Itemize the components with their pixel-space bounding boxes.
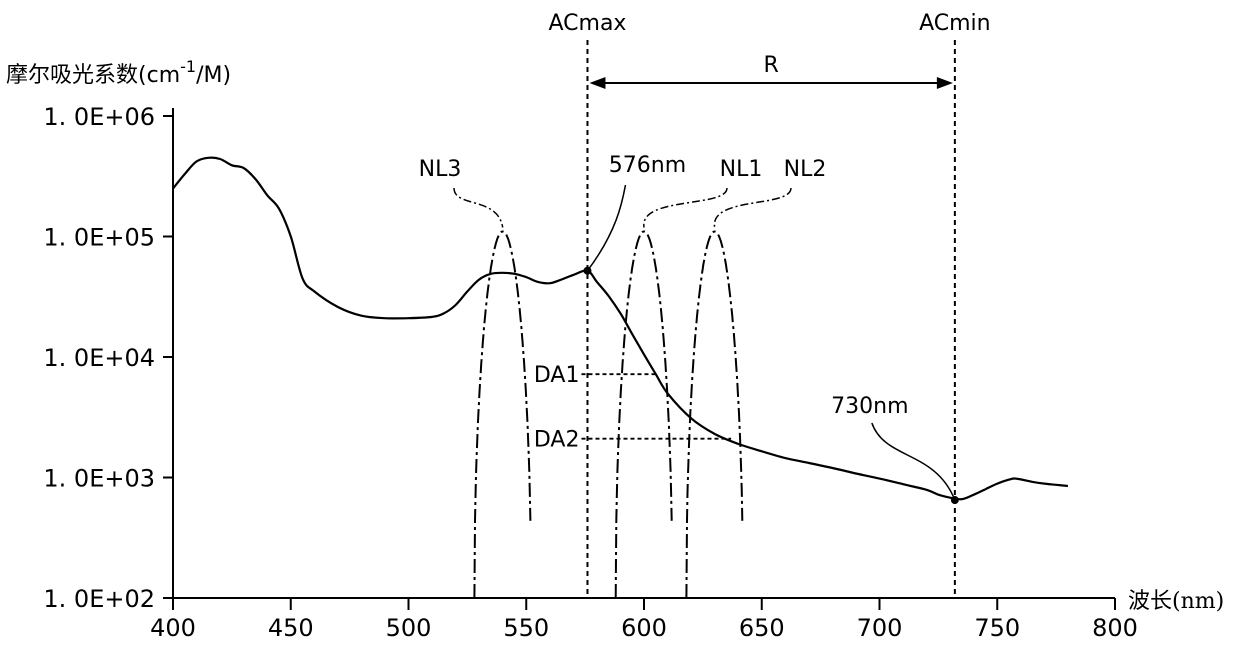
filter-bands (473, 230, 744, 599)
y-axis-title-prefix: 摩尔吸光系数 (6, 63, 138, 88)
band-label-nl2: NL2 (784, 157, 827, 182)
y-tick-label: 1. 0E+03 (43, 465, 155, 493)
label-576nm: 576nm (609, 153, 686, 178)
marker-label-acmax: ACmax (548, 11, 626, 36)
band-leader-nl3 (453, 187, 504, 228)
band-leader-nl1 (643, 187, 728, 228)
x-tick-label: 600 (621, 614, 667, 642)
y-tick-label: 1. 0E+04 (43, 344, 155, 372)
y-axis-title-exponent: -1 (180, 57, 196, 76)
level-guides: DA1 DA2 (534, 363, 732, 453)
band-label-nl3: NL3 (419, 157, 462, 182)
level-label-da2: DA2 (534, 428, 580, 453)
x-tick-label: 450 (268, 614, 314, 642)
y-tick-label: 1. 0E+06 (43, 103, 155, 131)
x-tick-label: 650 (739, 614, 785, 642)
axes: 400 450 500 550 600 650 700 750 800 1. 0E+02 1. 0E… (43, 103, 1138, 642)
y-axis-title-unit: (cm (138, 63, 180, 88)
x-axis-title: 波长(nm) (1128, 589, 1224, 614)
y-tick-label: 1. 0E+02 (43, 585, 155, 613)
band-nl1 (614, 230, 673, 599)
marker-lines: ACmax ACmin R (548, 11, 991, 598)
y-axis-title-tail: /M) (196, 63, 231, 88)
annotations: 576nm 730nm NL3 NL1 NL2 (419, 153, 959, 505)
band-nl2 (685, 230, 744, 599)
band-leader-nl2 (713, 187, 792, 228)
label-730nm: 730nm (831, 394, 908, 419)
band-label-nl1: NL1 (720, 157, 763, 182)
leader-576nm (586, 184, 627, 272)
range-arrow-head-left (589, 77, 606, 89)
x-tick-label: 800 (1092, 614, 1138, 642)
level-label-da1: DA1 (534, 363, 580, 388)
leader-730nm (871, 422, 956, 501)
band-nl3 (473, 230, 532, 599)
marker-label-acmin: ACmin (919, 11, 991, 36)
y-axis-title: 摩尔吸光系数(cm-1/M) (6, 57, 231, 88)
y-tick-label: 1. 0E+05 (43, 224, 155, 252)
x-tick-label: 750 (974, 614, 1020, 642)
range-arrow-head-right (936, 77, 953, 89)
x-tick-label: 700 (857, 614, 903, 642)
range-label: R (764, 53, 779, 78)
svg-text:摩尔吸光系数(cm-1/M): 摩尔吸光系数(cm-1/M) (6, 57, 231, 88)
x-tick-label: 550 (503, 614, 549, 642)
x-tick-label: 500 (386, 614, 432, 642)
x-tick-label: 400 (150, 614, 196, 642)
